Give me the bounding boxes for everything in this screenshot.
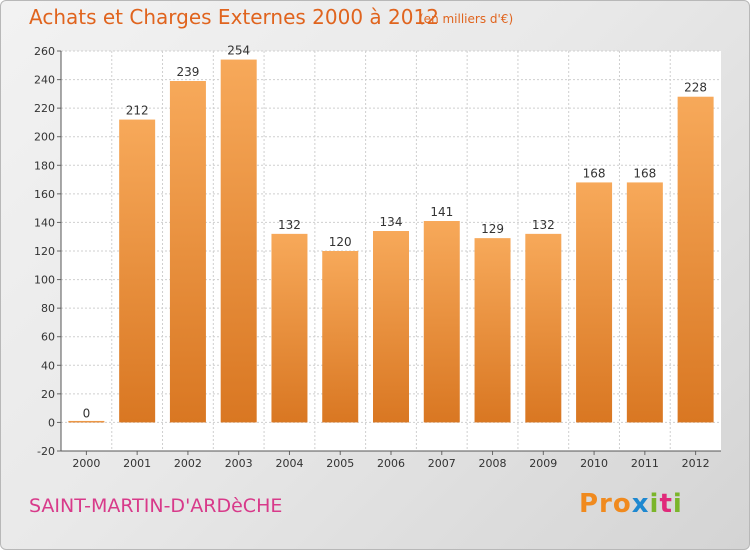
data-label-2003: 254 bbox=[227, 44, 250, 58]
data-label-2001: 212 bbox=[126, 104, 149, 118]
data-label-2007: 141 bbox=[430, 205, 453, 219]
bar-2005 bbox=[322, 251, 359, 423]
bar-2004 bbox=[271, 233, 308, 423]
data-label-2002: 239 bbox=[176, 65, 199, 79]
x-tick-label-2004: 2004 bbox=[275, 457, 303, 470]
data-label-2011: 168 bbox=[633, 166, 656, 180]
bar-2009 bbox=[525, 233, 562, 423]
bar-2012 bbox=[677, 96, 714, 423]
commune-name: SAINT-MARTIN-D'ARDèCHE bbox=[29, 495, 283, 517]
x-tick-label-2001: 2001 bbox=[123, 457, 151, 470]
x-tick-label-2002: 2002 bbox=[174, 457, 202, 470]
data-label-2009: 132 bbox=[532, 218, 555, 232]
y-tick-label: -20 bbox=[37, 445, 55, 458]
y-tick-label: 260 bbox=[34, 45, 55, 58]
data-label-2000: 0 bbox=[83, 406, 91, 420]
chart-subtitle: (en milliers d'€) bbox=[419, 12, 514, 26]
x-tick-label-2007: 2007 bbox=[428, 457, 456, 470]
x-tick-label-2011: 2011 bbox=[631, 457, 659, 470]
data-label-2008: 129 bbox=[481, 222, 504, 236]
x-tick-label-2005: 2005 bbox=[326, 457, 354, 470]
data-label-2006: 134 bbox=[380, 215, 403, 229]
x-tick-label-2000: 2000 bbox=[72, 457, 100, 470]
y-tick-label: 140 bbox=[34, 216, 55, 229]
y-tick-label: 100 bbox=[34, 274, 55, 287]
y-tick-label: 60 bbox=[41, 331, 55, 344]
y-tick-label: 120 bbox=[34, 245, 55, 258]
y-tick-label: 240 bbox=[34, 74, 55, 87]
chart-title: Achats et Charges Externes 2000 à 2012 bbox=[29, 5, 439, 29]
data-label-2005: 120 bbox=[329, 235, 352, 249]
bar-2008 bbox=[474, 238, 511, 423]
x-tick-label-2008: 2008 bbox=[479, 457, 507, 470]
bar-2011 bbox=[626, 182, 663, 423]
y-tick-label: 220 bbox=[34, 102, 55, 115]
proxiti-logo: Proxiti bbox=[579, 489, 683, 519]
bar-2001 bbox=[119, 119, 156, 423]
y-tick-label: 180 bbox=[34, 159, 55, 172]
bar-2007 bbox=[423, 221, 460, 423]
data-label-2004: 132 bbox=[278, 218, 301, 232]
y-tick-label: 160 bbox=[34, 188, 55, 201]
x-tick-label-2010: 2010 bbox=[580, 457, 608, 470]
y-tick-label: 200 bbox=[34, 131, 55, 144]
bar-2006 bbox=[373, 231, 409, 423]
data-label-2010: 168 bbox=[583, 166, 606, 180]
bar-2002 bbox=[169, 81, 206, 423]
x-tick-label-2012: 2012 bbox=[682, 457, 710, 470]
x-tick-label-2009: 2009 bbox=[529, 457, 557, 470]
bar-2010 bbox=[576, 182, 613, 423]
y-tick-label: 80 bbox=[41, 302, 55, 315]
bar-2003 bbox=[220, 59, 257, 423]
x-tick-label-2003: 2003 bbox=[225, 457, 253, 470]
x-tick-label-2006: 2006 bbox=[377, 457, 405, 470]
data-label-2012: 228 bbox=[684, 81, 707, 95]
y-tick-label: 20 bbox=[41, 388, 55, 401]
bar-2000 bbox=[68, 420, 105, 423]
y-tick-label: 0 bbox=[48, 416, 55, 429]
y-tick-label: 40 bbox=[41, 359, 55, 372]
